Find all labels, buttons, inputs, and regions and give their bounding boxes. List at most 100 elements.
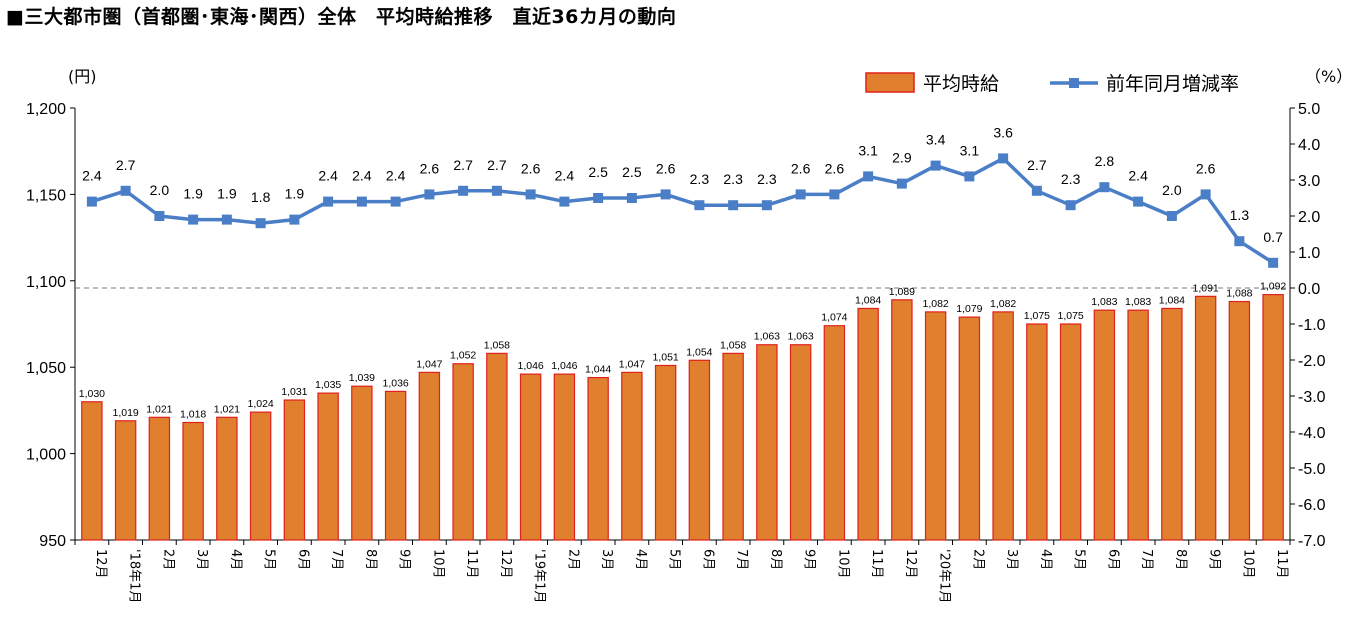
x-axis-category-label: 10月 — [430, 549, 445, 579]
right-axis-tick-label: 1.0 — [1298, 245, 1320, 262]
bar-value-label: 1,046 — [517, 360, 543, 372]
bar-value-label: 1,019 — [112, 407, 138, 419]
rate-point — [390, 196, 401, 207]
right-axis-tick-label: 2.0 — [1298, 209, 1320, 226]
rate-point — [593, 193, 604, 203]
bar-value-label: 1,092 — [1260, 281, 1286, 293]
bar — [81, 401, 103, 541]
x-axis-category-label: 11月 — [464, 549, 479, 579]
right-axis-tick-label: -3.0 — [1298, 389, 1326, 406]
left-axis-tick-label: 950 — [39, 533, 66, 550]
rate-value-label: 2.3 — [690, 171, 710, 187]
rate-value-label: 2.6 — [656, 160, 676, 176]
x-axis-category-label: 6月 — [295, 549, 310, 570]
rate-point — [863, 171, 874, 182]
x-axis-category-label: 10月 — [1240, 549, 1255, 579]
rate-point — [1031, 185, 1042, 196]
rate-value-label: 1.9 — [217, 186, 237, 202]
bar — [1127, 309, 1149, 541]
bar — [182, 421, 204, 541]
rate-value-label: 2.5 — [622, 164, 642, 180]
x-axis-category-label: 7月 — [329, 549, 344, 570]
left-axis-unit: (円) — [68, 67, 97, 86]
bar — [621, 371, 643, 541]
bar — [553, 373, 576, 541]
x-axis-category-label: 8月 — [768, 549, 783, 570]
bar — [1026, 323, 1048, 541]
rate-value-label: 1.8 — [251, 189, 271, 205]
rate-value-label: 3.6 — [993, 124, 1013, 140]
rate-value-label: 2.4 — [555, 168, 575, 184]
rate-point — [356, 196, 367, 207]
bar — [148, 416, 171, 541]
legend: 平均時給 前年同月増減率 — [865, 72, 1239, 95]
bar — [317, 392, 339, 541]
bar-value-label: 1,054 — [686, 346, 712, 358]
x-axis-category-label: 9月 — [1207, 549, 1222, 570]
rate-point — [1166, 211, 1177, 221]
rate-value-label: 1.9 — [285, 186, 305, 202]
bar-value-label: 1,039 — [349, 372, 375, 384]
x-axis-category-label: 7月 — [734, 549, 749, 570]
left-axis-tick-label: 1,050 — [26, 360, 66, 377]
right-axis-tick-label: -2.0 — [1298, 353, 1326, 370]
bar-value-label: 1,088 — [1226, 288, 1252, 300]
bar — [1161, 307, 1183, 541]
rate-point — [1099, 182, 1110, 193]
bar-value-label: 1,052 — [450, 350, 476, 362]
rate-point — [424, 189, 435, 200]
rate-value-label: 3.1 — [858, 142, 878, 158]
rate-value-label: 2.7 — [1027, 157, 1047, 173]
left-axis-tick-label: 1,000 — [26, 447, 66, 464]
left-axis-tick-label: 1,100 — [26, 274, 66, 291]
bar-value-label: 1,047 — [619, 358, 645, 370]
rate-point — [86, 196, 97, 207]
rate-value-label: 2.0 — [150, 182, 170, 198]
rate-value-label: 2.4 — [352, 168, 372, 184]
rate-point — [559, 196, 570, 207]
left-axis-tick-label: 1,200 — [26, 101, 66, 118]
bar — [1228, 300, 1251, 541]
x-axis-category-label: 12月 — [93, 549, 108, 579]
bar — [654, 364, 677, 541]
rate-point — [626, 193, 637, 203]
x-axis-category-label: 9月 — [397, 549, 412, 570]
bar — [486, 352, 508, 541]
bar — [891, 299, 913, 541]
x-axis-category-label: 11月 — [869, 549, 884, 579]
bar — [1262, 294, 1284, 541]
rate-point — [829, 189, 840, 200]
bar-value-label: 1,075 — [1024, 310, 1050, 322]
bar-value-label: 1,063 — [787, 331, 813, 343]
bar — [283, 399, 306, 541]
bar-value-label: 1,031 — [281, 386, 307, 398]
rate-value-label: 0.7 — [1263, 229, 1283, 245]
bar-value-label: 1,083 — [1091, 296, 1117, 308]
legend-line-marker — [1069, 78, 1079, 88]
rate-point — [761, 200, 772, 211]
rate-point — [289, 214, 300, 225]
bar-value-label: 1,024 — [247, 398, 273, 410]
bar-value-label: 1,058 — [720, 339, 746, 351]
bar-value-label: 1,046 — [551, 360, 577, 372]
bar — [587, 376, 609, 541]
x-axis-category-label: 10月 — [835, 549, 850, 579]
rate-point — [120, 185, 131, 196]
rate-point — [1268, 257, 1279, 268]
rate-point — [323, 196, 334, 207]
rate-value-label: 2.9 — [892, 150, 912, 166]
bar-value-label: 1,089 — [889, 286, 915, 298]
bar — [992, 311, 1014, 541]
rate-point — [525, 189, 536, 200]
bar — [249, 411, 272, 541]
bar — [418, 371, 441, 541]
bar — [722, 352, 744, 541]
bar-value-label: 1,051 — [652, 351, 678, 363]
bar-value-label: 1,018 — [180, 408, 206, 420]
right-axis-tick-label: 4.0 — [1298, 137, 1320, 154]
bar-value-label: 1,063 — [754, 331, 780, 343]
rate-value-label: 2.7 — [116, 157, 136, 173]
bar-value-label: 1,091 — [1192, 282, 1218, 294]
x-axis-category-label: 4月 — [1038, 549, 1053, 570]
